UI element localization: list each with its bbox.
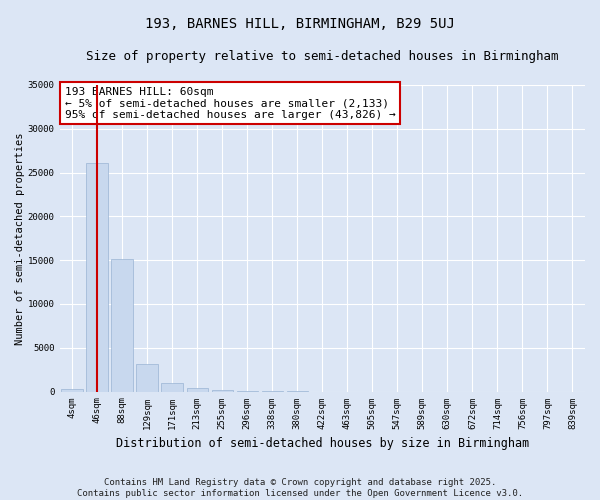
Title: Size of property relative to semi-detached houses in Birmingham: Size of property relative to semi-detach… [86,50,559,63]
Bar [136,364,158,392]
Text: 193, BARNES HILL, BIRMINGHAM, B29 5UJ: 193, BARNES HILL, BIRMINGHAM, B29 5UJ [145,18,455,32]
Text: Contains HM Land Registry data © Crown copyright and database right 2025.
Contai: Contains HM Land Registry data © Crown c… [77,478,523,498]
Bar [86,163,107,392]
Bar [187,388,208,392]
Bar [61,389,83,392]
X-axis label: Distribution of semi-detached houses by size in Birmingham: Distribution of semi-detached houses by … [116,437,529,450]
Bar [236,391,258,392]
Bar [161,383,183,392]
Text: 193 BARNES HILL: 60sqm
← 5% of semi-detached houses are smaller (2,133)
95% of s: 193 BARNES HILL: 60sqm ← 5% of semi-deta… [65,86,395,120]
Bar [112,260,133,392]
Bar [212,390,233,392]
Y-axis label: Number of semi-detached properties: Number of semi-detached properties [15,132,25,344]
